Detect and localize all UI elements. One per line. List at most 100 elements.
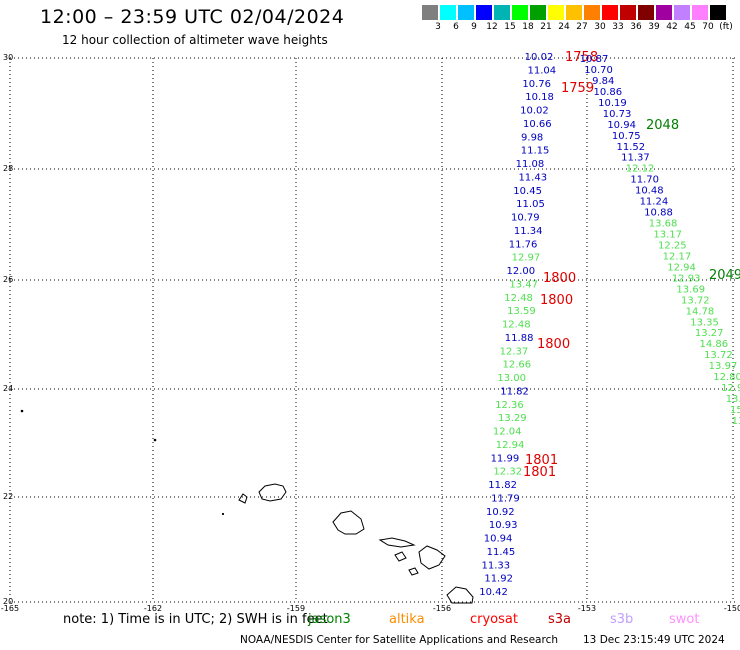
wave-height-value: 12.00 xyxy=(506,266,535,277)
wave-height-value: 13.72 xyxy=(704,350,733,361)
wave-height-value: 14.78 xyxy=(686,306,715,317)
lon-label: -153 xyxy=(578,604,596,613)
lat-lon-grid xyxy=(9,57,738,603)
lon-label: -162 xyxy=(144,604,162,613)
scale-label: 6 xyxy=(453,22,459,32)
wave-height-value: 13.59 xyxy=(507,306,536,317)
wave-height-value: 13.35 xyxy=(690,317,719,328)
latitude-labels: 30 28 26 24 22 20 xyxy=(3,53,13,606)
wave-height-value: 13.17 xyxy=(653,230,682,241)
wave-height-value: 13.69 xyxy=(676,284,705,295)
wave-height-value: 12.12 xyxy=(626,164,655,175)
wave-height-value: 11.52 xyxy=(617,142,646,153)
wave-height-value: 11.15 xyxy=(521,146,550,157)
map-subtitle: 12 hour collection of altimeter wave hei… xyxy=(62,33,328,47)
wave-height-value: 12.94 xyxy=(496,440,525,451)
scale-swatch xyxy=(620,5,636,20)
lat-label: 20 xyxy=(3,597,13,606)
scale-label: 12 xyxy=(486,22,498,32)
wave-height-value: 11.37 xyxy=(621,153,650,164)
wave-height-value: 11.99 xyxy=(491,453,520,464)
wave-height-value: 10.19 xyxy=(598,98,627,109)
satellite-legend-item: swot xyxy=(669,612,700,627)
wave-height-value: 9.98 xyxy=(521,132,543,143)
track-time-label: 1800 xyxy=(540,293,573,308)
scale-label: 9 xyxy=(471,22,477,32)
wave-height-value: 10.45 xyxy=(513,186,542,197)
scale-label: 24 xyxy=(558,22,570,32)
hawaiian-islands xyxy=(20,409,474,604)
wave-height-value: 10.73 xyxy=(603,109,632,120)
big-island xyxy=(446,586,474,604)
kahoolawe-island xyxy=(408,567,419,576)
scale-swatch xyxy=(566,5,582,20)
footer-date: 13 Dec 23:15:49 UTC 2024 xyxy=(583,634,725,646)
wave-height-value: 10.75 xyxy=(612,131,641,142)
footer-credit: NOAA/NESDIS Center for Satellite Applica… xyxy=(240,634,558,646)
wave-height-value: 10.02 xyxy=(520,106,549,117)
scale-label: 42 xyxy=(666,22,678,32)
wave-height-value: 13.00 xyxy=(497,373,526,384)
scale-label: 70 xyxy=(702,22,714,32)
wave-height-value: 13.68 xyxy=(649,219,678,230)
wave-height-value: 11.45 xyxy=(487,547,516,558)
track-time-label: 2049 xyxy=(709,268,740,283)
wave-height-value: 10.66 xyxy=(523,119,552,130)
scale-label: 36 xyxy=(630,22,642,32)
wave-height-value: 10.18 xyxy=(525,92,554,103)
wave-height-value: 10.70 xyxy=(584,65,613,76)
satellite-legend-item: jason3 xyxy=(308,612,351,627)
scale-swatch xyxy=(422,5,438,20)
scale-swatch xyxy=(710,5,726,20)
wave-height-value: 11.79 xyxy=(491,493,520,504)
scale-swatch xyxy=(476,5,492,20)
note-text: note: 1) Time is in UTC; 2) SWH is in fe… xyxy=(63,612,328,627)
wave-height-value: 12.25 xyxy=(658,240,687,251)
satellite-legend-item: s3a xyxy=(548,612,572,627)
wave-height-value: 10.93 xyxy=(489,520,518,531)
scale-swatch xyxy=(548,5,564,20)
scale-label: 3 xyxy=(435,22,441,32)
wave-height-value: 13.27 xyxy=(695,328,724,339)
wave-height-value: 12.80 xyxy=(713,372,740,383)
wave-height-value: 12.48 xyxy=(504,293,533,304)
wave-height-value: 11.43 xyxy=(518,172,547,183)
scale-swatch xyxy=(494,5,510,20)
track-time-label: 1801 xyxy=(525,453,558,468)
niihau-island xyxy=(238,493,248,504)
lat-label: 30 xyxy=(3,53,13,62)
small-island xyxy=(20,409,24,413)
map-title: 12:00 – 23:59 UTC 02/04/2024 xyxy=(40,6,345,28)
small-island xyxy=(221,512,225,516)
lat-label: 24 xyxy=(3,384,13,393)
wave-height-value: 10.76 xyxy=(522,79,551,90)
track-time-label: 1800 xyxy=(543,271,576,286)
wave-height-value: 10.94 xyxy=(484,534,513,545)
track-time-label: 1801 xyxy=(523,465,556,480)
wave-height-value: 12.97 xyxy=(512,253,541,264)
lon-label: -150 xyxy=(724,604,740,613)
scale-swatch xyxy=(584,5,600,20)
scale-swatch xyxy=(602,5,618,20)
wave-height-value: 11.24 xyxy=(640,197,669,208)
satellite-track-a: 10.02 11.04 10.76 10.18 10.02 10.66 9.98 11.15 1… xyxy=(479,50,598,598)
wave-height-value: 12.36 xyxy=(495,400,524,411)
wave-height-value: 10.87 xyxy=(580,54,609,65)
lon-label: -156 xyxy=(433,604,451,613)
scale-label: 18 xyxy=(522,22,534,32)
molokai-island xyxy=(378,537,416,548)
wave-height-value: 9.84 xyxy=(592,76,614,87)
scale-swatch xyxy=(692,5,708,20)
wave-height-value: 11.05 xyxy=(516,199,545,210)
wave-height-value: 11.82 xyxy=(500,386,529,397)
wave-height-value: 10.02 xyxy=(525,52,554,63)
scale-label: 27 xyxy=(576,22,588,32)
wave-height-value: 11.04 xyxy=(528,65,557,76)
scale-label: (ft) xyxy=(719,22,733,32)
wave-height-value: 12.17 xyxy=(663,251,692,262)
wave-height-value: 12.94 xyxy=(667,262,696,273)
wave-height-value: 13.72 xyxy=(681,295,710,306)
kauai-island xyxy=(258,483,287,502)
wave-height-value: 13.47 xyxy=(509,279,538,290)
